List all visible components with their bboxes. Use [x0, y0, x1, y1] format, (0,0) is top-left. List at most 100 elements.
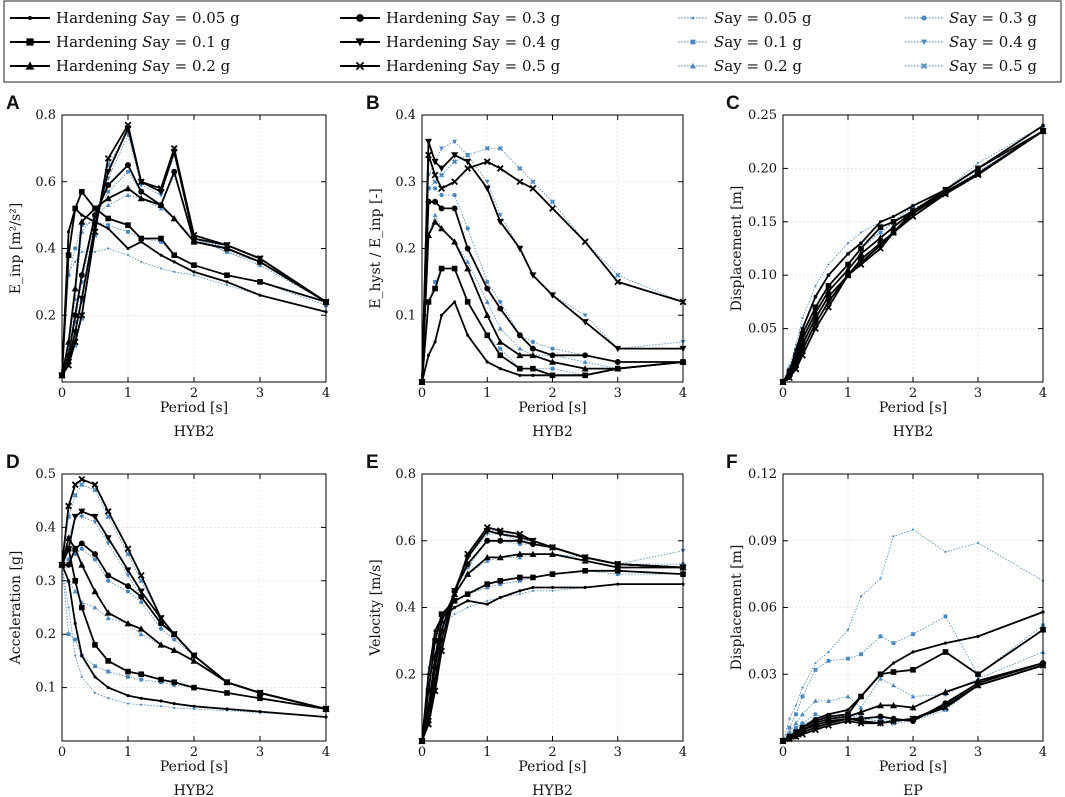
data-point: [256, 689, 264, 697]
data-point: [439, 146, 444, 151]
data-point: [158, 202, 164, 209]
chart-title: HYB2: [174, 424, 215, 440]
data-point: [432, 638, 438, 644]
series-line: [782, 130, 1044, 383]
data-point: [79, 546, 84, 551]
y-axis-label: Displacement [m]: [729, 186, 745, 312]
data-point: [497, 213, 503, 218]
y-tick-label: 0.10: [748, 268, 777, 283]
data-point: [159, 699, 163, 703]
data-point: [71, 329, 79, 336]
data-point: [453, 605, 457, 610]
data-point: [890, 717, 897, 725]
legend-label: Hardening 𝑆ay = 0.4 g: [386, 33, 561, 51]
data-point: [942, 702, 949, 709]
data-point: [192, 270, 196, 274]
data-point: [857, 718, 865, 725]
data-point: [173, 706, 176, 709]
x-axis-label: Period [s]: [518, 400, 586, 416]
data-point: [890, 219, 897, 225]
data-point: [517, 578, 522, 583]
data-point: [549, 205, 556, 212]
data-point: [124, 567, 132, 574]
data-point: [890, 701, 897, 709]
data-point: [800, 694, 805, 699]
data-point: [440, 313, 444, 317]
data-point: [71, 481, 79, 489]
legend-marker: [356, 14, 364, 22]
data-point: [464, 245, 471, 252]
data-point: [517, 574, 523, 581]
data-point: [812, 304, 819, 311]
data-point: [425, 151, 432, 159]
data-point: [483, 553, 491, 561]
legend-label: 𝑆ay = 0.5 g: [949, 57, 1037, 75]
data-point: [124, 184, 132, 192]
series-line: [421, 553, 683, 742]
data-point: [104, 535, 112, 542]
data-point: [426, 672, 431, 676]
chart-title: HYB2: [532, 783, 573, 797]
panel-label: F: [726, 452, 738, 473]
data-point: [879, 577, 882, 580]
data-point: [224, 690, 230, 696]
data-point: [158, 206, 164, 211]
data-point: [814, 284, 817, 287]
data-point: [439, 172, 445, 178]
data-point: [825, 287, 832, 295]
data-point: [877, 713, 884, 720]
y-tick-label: 0.25: [748, 108, 777, 123]
data-point: [799, 729, 806, 736]
data-point: [105, 215, 111, 222]
data-point: [65, 561, 72, 568]
data-point: [615, 272, 621, 278]
series-line: [61, 131, 327, 376]
data-point: [614, 345, 622, 353]
legend-marker: [26, 38, 34, 46]
data-point: [794, 712, 798, 717]
data-point: [157, 641, 165, 648]
legend-marker: [921, 39, 927, 45]
data-point: [497, 305, 504, 312]
legend-label: Hardening 𝑆ay = 0.05 g: [56, 9, 240, 27]
data-point: [517, 365, 523, 372]
data-point: [80, 213, 84, 217]
data-point: [530, 179, 536, 185]
data-point: [858, 245, 864, 252]
data-point: [137, 572, 145, 579]
data-point: [857, 250, 865, 257]
data-point: [223, 678, 231, 686]
data-point: [191, 262, 197, 268]
data-point: [191, 684, 197, 691]
data-point: [582, 359, 588, 364]
data-point: [484, 179, 490, 185]
data-point: [550, 346, 555, 351]
data-point: [877, 701, 884, 709]
data-point: [439, 193, 444, 198]
data-point: [106, 223, 111, 228]
x-tick-label: 3: [974, 386, 982, 401]
data-point: [549, 352, 556, 359]
legend-item: 𝑆ay = 0.2 g: [678, 57, 802, 75]
data-point: [484, 537, 491, 544]
data-point: [72, 205, 78, 212]
series-line: [61, 221, 327, 376]
series-hardening-say-0-5-g: [418, 151, 687, 386]
data-point: [825, 720, 832, 727]
data-point: [483, 158, 491, 166]
data-point: [451, 590, 459, 598]
series-say-0-3-g: [419, 538, 686, 744]
x-tick-label: 3: [614, 386, 622, 401]
legend-label: Hardening 𝑆ay = 0.2 g: [56, 57, 231, 75]
data-point: [531, 373, 535, 377]
data-point: [498, 299, 503, 304]
data-point: [616, 582, 620, 586]
x-tick-label: 1: [844, 386, 852, 401]
data-point: [466, 599, 470, 603]
x-axis-label: Period [s]: [160, 759, 228, 775]
data-point: [859, 595, 863, 598]
x-tick-label: 1: [844, 745, 852, 760]
data-point: [844, 717, 852, 725]
data-point: [93, 691, 97, 695]
x-tick-label: 0: [418, 386, 426, 401]
